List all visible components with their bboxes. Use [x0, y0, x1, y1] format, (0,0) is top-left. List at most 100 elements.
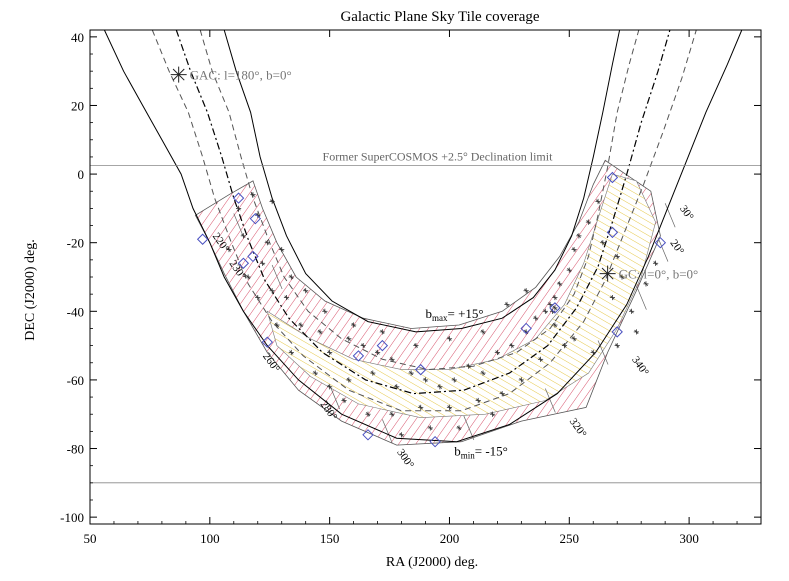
star-stroke [519, 377, 524, 383]
tile-boundary-6 [597, 340, 609, 365]
star-stroke [418, 405, 423, 410]
star-point [571, 246, 577, 253]
star-point [600, 240, 606, 246]
star-stroke [557, 281, 562, 286]
star-stroke [447, 405, 452, 410]
curve-outer-east [223, 30, 621, 333]
star-stroke [610, 295, 615, 300]
curve-layer [103, 30, 743, 443]
diamond-marker [520, 322, 532, 335]
marker-layer [196, 171, 667, 448]
diamond-marker [261, 336, 274, 348]
star-stroke [550, 309, 555, 314]
star-stroke [423, 377, 428, 383]
center-marker-label: GAC: l=180°, b=0° [190, 68, 292, 83]
star-point [418, 404, 424, 410]
star-stroke [629, 309, 634, 314]
diamond-marker [611, 326, 623, 338]
star-stroke [389, 357, 395, 362]
y-tick-label: 0 [78, 167, 85, 182]
star-stroke [543, 309, 548, 314]
star-point [446, 336, 453, 342]
star-stroke [298, 322, 303, 328]
star-stroke [346, 377, 351, 383]
curve-outer-west [103, 30, 743, 443]
tile-boundary-8 [657, 237, 669, 262]
star-point [549, 308, 556, 314]
star-stroke [567, 268, 572, 273]
star-point [398, 432, 405, 438]
diamond-marker [606, 171, 619, 184]
star-point [374, 349, 381, 356]
star-point [317, 329, 323, 335]
star-stroke [250, 192, 256, 197]
diamond-marker [232, 192, 245, 204]
star-point [494, 349, 500, 356]
tile-boundary-2 [329, 384, 340, 410]
star-point [303, 288, 309, 294]
star-point [346, 336, 352, 342]
star-point [240, 233, 246, 239]
star-stroke [495, 350, 500, 355]
center-marker-stroke [172, 68, 185, 81]
y-tick-label: -40 [67, 304, 84, 319]
star-point [341, 397, 347, 404]
diamond-marker [196, 233, 209, 245]
star-stroke [226, 247, 232, 252]
star-stroke [279, 247, 284, 252]
star-stroke [524, 288, 529, 293]
b-limit-label: bmax= +15° [426, 306, 484, 323]
star-stroke [634, 329, 639, 334]
x-tick-label: 200 [440, 531, 460, 546]
longitude-label: 20° [667, 238, 686, 258]
star-point [609, 294, 616, 301]
star-stroke [236, 206, 241, 211]
axis-layer: 50 100 150 200 250 300 -100 -80 -60 -40 -20 0 20 40 [60, 30, 761, 546]
star-point [537, 356, 544, 362]
diamond-marker [352, 350, 365, 362]
chart-title: Galactic Plane Sky Tile coverage [340, 9, 539, 25]
star-stroke [552, 305, 558, 310]
star-stroke [255, 295, 260, 300]
star-point [389, 356, 395, 362]
star-point [360, 343, 366, 349]
star-point [523, 288, 529, 294]
tile-layer [194, 159, 676, 446]
star-point [269, 288, 275, 294]
star-point [408, 370, 414, 376]
star-point [518, 377, 524, 383]
star-point [466, 363, 472, 369]
y-tick-label: 40 [71, 30, 84, 45]
star-point [379, 329, 385, 335]
star-point [614, 253, 620, 260]
star-stroke [270, 288, 275, 293]
star-point [298, 322, 304, 328]
star-point [652, 260, 659, 266]
star-stroke [270, 199, 275, 204]
star-stroke [576, 233, 581, 238]
star-stroke [571, 336, 577, 341]
star-stroke [274, 322, 280, 328]
star-point [504, 301, 510, 308]
star-stroke [375, 350, 380, 355]
star-point [576, 233, 582, 239]
star-stroke [241, 233, 246, 238]
star-stroke [456, 425, 462, 431]
star-point [509, 343, 515, 349]
star-point [327, 349, 333, 356]
star-stroke [571, 247, 577, 252]
star-stroke [351, 322, 356, 328]
center-marker-label: GC: l=0°, b=0° [619, 267, 699, 282]
star-point [552, 305, 558, 311]
star-stroke [653, 261, 658, 266]
star-point [628, 308, 635, 314]
star-stroke [586, 220, 591, 225]
star-point [389, 411, 395, 417]
star-point [552, 322, 558, 328]
star-point [255, 212, 261, 218]
star-stroke [600, 240, 605, 245]
star-point [427, 425, 433, 431]
star-stroke [615, 343, 620, 348]
